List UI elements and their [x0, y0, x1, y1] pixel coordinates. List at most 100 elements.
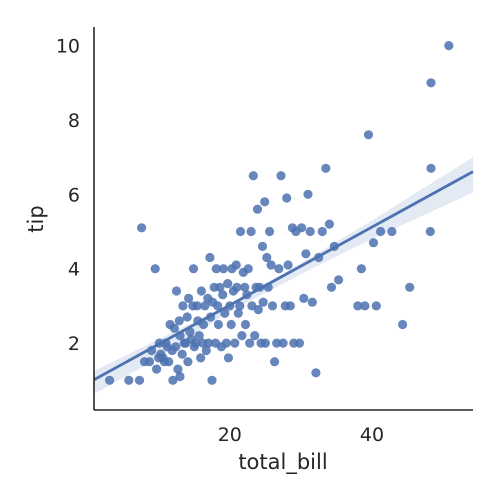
data-point — [175, 371, 185, 382]
data-point — [173, 364, 183, 374]
data-point — [252, 204, 263, 214]
data-point — [235, 226, 246, 237]
data-point — [223, 353, 233, 363]
data-point — [218, 264, 228, 274]
data-point — [215, 282, 225, 292]
x-axis-label: total_bill — [238, 450, 327, 475]
data-point — [282, 193, 292, 203]
data-point — [205, 252, 215, 263]
data-point — [278, 338, 288, 348]
data-point — [226, 319, 236, 330]
data-point — [233, 308, 243, 318]
y-tick-label: 2 — [68, 333, 80, 355]
data-point — [299, 293, 309, 303]
data-point — [285, 301, 295, 311]
x-tick-labels: 20 40 — [218, 424, 384, 446]
y-tick-label: 8 — [68, 110, 80, 132]
data-point — [171, 342, 181, 352]
data-point — [426, 163, 436, 173]
data-point — [258, 297, 268, 307]
data-point — [183, 357, 193, 367]
data-point — [297, 223, 307, 233]
data-points — [105, 41, 454, 385]
data-point — [240, 319, 251, 330]
data-point — [213, 301, 223, 311]
data-point — [356, 264, 366, 274]
data-point — [274, 264, 284, 274]
data-point — [223, 279, 233, 289]
data-point — [150, 264, 160, 274]
data-point — [213, 319, 223, 330]
data-point — [260, 338, 270, 348]
data-point — [168, 375, 178, 385]
data-point — [276, 171, 286, 181]
data-point — [203, 338, 214, 348]
data-point — [184, 293, 194, 303]
data-point — [220, 308, 230, 318]
data-point — [207, 375, 217, 385]
data-point — [253, 305, 263, 315]
data-point — [321, 163, 331, 173]
data-point — [257, 241, 268, 251]
data-point — [270, 357, 280, 367]
data-point — [188, 264, 199, 274]
data-point — [425, 226, 435, 237]
data-point — [353, 301, 363, 311]
data-point — [240, 282, 250, 292]
data-point — [266, 260, 276, 270]
y-tick-label: 4 — [68, 259, 80, 281]
data-point — [426, 78, 436, 88]
regression-line — [93, 170, 474, 381]
data-point — [405, 282, 415, 292]
data-point — [144, 357, 155, 367]
data-point — [307, 297, 317, 307]
data-point — [283, 260, 293, 270]
data-point — [363, 130, 374, 140]
data-point — [137, 223, 147, 233]
data-point — [232, 282, 242, 292]
data-point — [305, 226, 315, 237]
data-point — [221, 338, 231, 348]
data-point — [124, 375, 134, 385]
y-axis-label: tip — [24, 205, 48, 232]
data-point — [171, 286, 182, 296]
data-point — [246, 226, 256, 237]
data-point — [235, 301, 245, 311]
data-point — [169, 323, 179, 333]
data-point — [243, 264, 253, 274]
data-point — [260, 197, 270, 207]
data-point — [267, 301, 278, 311]
data-point — [368, 238, 379, 248]
data-point — [360, 301, 370, 311]
data-point — [301, 249, 311, 259]
data-point — [262, 252, 272, 263]
data-point — [231, 260, 241, 270]
data-point — [164, 357, 174, 367]
data-point — [177, 349, 187, 359]
data-point — [387, 226, 397, 237]
x-tick-label: 40 — [360, 424, 384, 446]
data-point — [444, 41, 454, 51]
data-point — [324, 219, 334, 229]
y-tick-label: 10 — [56, 36, 80, 58]
data-point — [152, 364, 162, 374]
data-point — [200, 301, 210, 311]
data-point — [211, 264, 221, 274]
data-point — [182, 312, 192, 322]
data-point — [326, 282, 337, 292]
data-point — [218, 290, 228, 300]
data-point — [303, 189, 313, 199]
data-point — [196, 286, 206, 296]
data-point — [250, 331, 260, 341]
data-point — [294, 338, 305, 348]
data-point — [134, 375, 145, 385]
data-point — [192, 301, 202, 311]
data-point — [265, 226, 275, 237]
data-point — [311, 368, 321, 378]
data-point — [174, 316, 184, 326]
data-point — [272, 338, 282, 348]
x-tick-label: 20 — [218, 424, 242, 446]
data-point — [248, 171, 258, 181]
data-point — [245, 338, 255, 348]
